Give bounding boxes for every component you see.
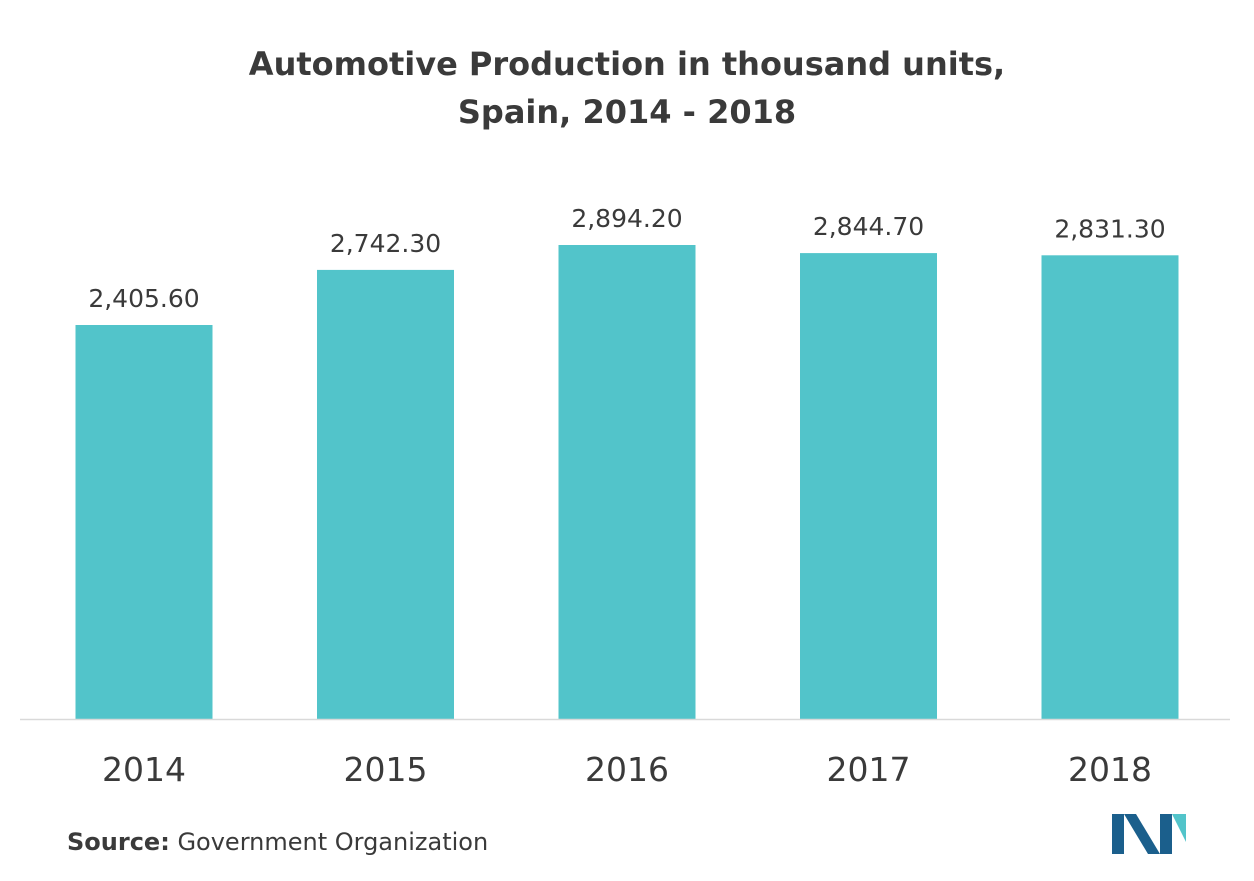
value-label-2014: 2,405.60	[88, 284, 199, 313]
value-label-2015: 2,742.30	[330, 229, 441, 258]
chart-title-line-2: Spain, 2014 - 2018	[457, 93, 797, 131]
logo-shape-accent	[1172, 814, 1186, 842]
bar-2016	[558, 245, 696, 719]
source-text: Government Organization	[177, 828, 489, 856]
x-tick-label-2016: 2016	[585, 750, 669, 789]
bar-2018	[1041, 255, 1179, 720]
logo-shape-diagonal	[1124, 814, 1160, 854]
x-tick-label-2017: 2017	[827, 750, 911, 789]
x-tick-label-2018: 2018	[1068, 750, 1152, 789]
logo-shape-left	[1112, 814, 1124, 854]
bar-2014	[75, 325, 213, 719]
source-label: Source:	[67, 828, 170, 856]
chart-title: Automotive Production in thousand units,…	[0, 40, 1254, 136]
chart-title-line-1: Automotive Production in thousand units,	[248, 45, 1006, 83]
value-label-2016: 2,894.20	[571, 204, 682, 233]
bar-2017	[800, 253, 937, 719]
x-tick-label-2014: 2014	[102, 750, 186, 789]
bar-chart: 2,405.60 2014 2,742.30 2015 2,894.20 2016 2,84…	[20, 204, 1230, 789]
value-label-2017: 2,844.70	[813, 212, 924, 241]
value-label-2018: 2,831.30	[1054, 214, 1165, 243]
x-tick-label-2015: 2015	[344, 750, 428, 789]
logo-shape-right	[1160, 814, 1172, 854]
source-note: Source: Government Organization	[67, 828, 488, 856]
brand-logo-icon	[1112, 814, 1186, 854]
bar-2015	[317, 269, 454, 719]
